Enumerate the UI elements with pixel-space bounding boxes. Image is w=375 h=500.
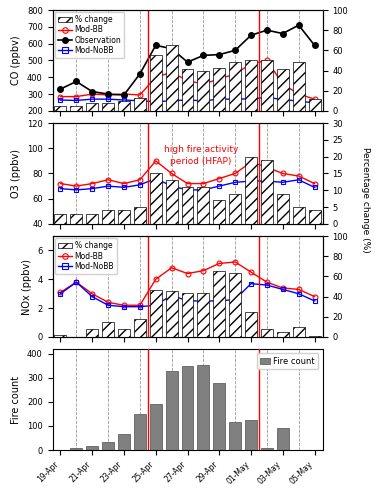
- Y-axis label: NOx (ppbv): NOx (ppbv): [22, 258, 32, 314]
- Bar: [54, 214, 66, 224]
- Bar: [150, 56, 162, 111]
- Bar: [118, 101, 130, 111]
- Legend: Fire count: Fire count: [257, 353, 318, 369]
- Bar: [277, 332, 289, 337]
- Bar: [166, 46, 178, 111]
- Bar: [102, 442, 114, 450]
- Bar: [134, 319, 146, 337]
- Bar: [197, 70, 209, 111]
- Bar: [197, 364, 209, 450]
- Legend: % change, Mod-BB, Mod-NoBB: % change, Mod-BB, Mod-NoBB: [55, 238, 117, 274]
- Bar: [70, 448, 82, 450]
- Bar: [229, 274, 241, 337]
- Bar: [86, 329, 98, 337]
- Bar: [261, 160, 273, 224]
- Bar: [70, 214, 82, 224]
- Bar: [86, 103, 98, 111]
- Bar: [150, 174, 162, 224]
- Bar: [70, 106, 82, 111]
- Y-axis label: CO (ppbv): CO (ppbv): [11, 36, 21, 86]
- Bar: [150, 404, 162, 450]
- Bar: [229, 62, 241, 111]
- Bar: [134, 98, 146, 111]
- Bar: [261, 329, 273, 337]
- Bar: [213, 200, 225, 224]
- Bar: [293, 327, 304, 337]
- Bar: [245, 60, 257, 111]
- Bar: [182, 292, 194, 337]
- Bar: [102, 322, 114, 337]
- Bar: [197, 187, 209, 224]
- Bar: [213, 272, 225, 337]
- Y-axis label: Fire count: Fire count: [11, 376, 21, 424]
- Legend: % change, Mod-BB, Observation, Mod-NoBB: % change, Mod-BB, Observation, Mod-NoBB: [55, 12, 125, 58]
- Bar: [229, 194, 241, 224]
- Bar: [166, 370, 178, 450]
- Bar: [182, 366, 194, 450]
- Bar: [102, 210, 114, 224]
- Bar: [245, 312, 257, 337]
- Bar: [293, 62, 304, 111]
- Bar: [277, 428, 289, 450]
- Bar: [118, 434, 130, 450]
- Bar: [261, 448, 273, 450]
- Bar: [182, 187, 194, 224]
- Bar: [309, 99, 321, 111]
- Bar: [277, 68, 289, 111]
- Bar: [229, 422, 241, 450]
- Bar: [134, 414, 146, 450]
- Bar: [293, 207, 304, 224]
- Bar: [86, 214, 98, 224]
- Bar: [102, 103, 114, 111]
- Bar: [54, 106, 66, 111]
- Bar: [261, 60, 273, 111]
- Bar: [118, 329, 130, 337]
- Bar: [197, 292, 209, 337]
- Text: high fire activity
period (HFAP): high fire activity period (HFAP): [164, 145, 238, 166]
- Bar: [245, 156, 257, 224]
- Bar: [182, 68, 194, 111]
- Bar: [134, 207, 146, 224]
- Text: Percentage change (%): Percentage change (%): [361, 147, 370, 253]
- Bar: [309, 336, 321, 337]
- Bar: [54, 335, 66, 337]
- Y-axis label: O3 (ppbv): O3 (ppbv): [12, 149, 21, 198]
- Bar: [309, 210, 321, 224]
- Bar: [118, 210, 130, 224]
- Bar: [245, 420, 257, 450]
- Bar: [150, 290, 162, 337]
- Bar: [166, 290, 178, 337]
- Bar: [86, 446, 98, 450]
- Bar: [277, 194, 289, 224]
- Bar: [166, 180, 178, 224]
- Bar: [213, 68, 225, 111]
- Bar: [213, 382, 225, 450]
